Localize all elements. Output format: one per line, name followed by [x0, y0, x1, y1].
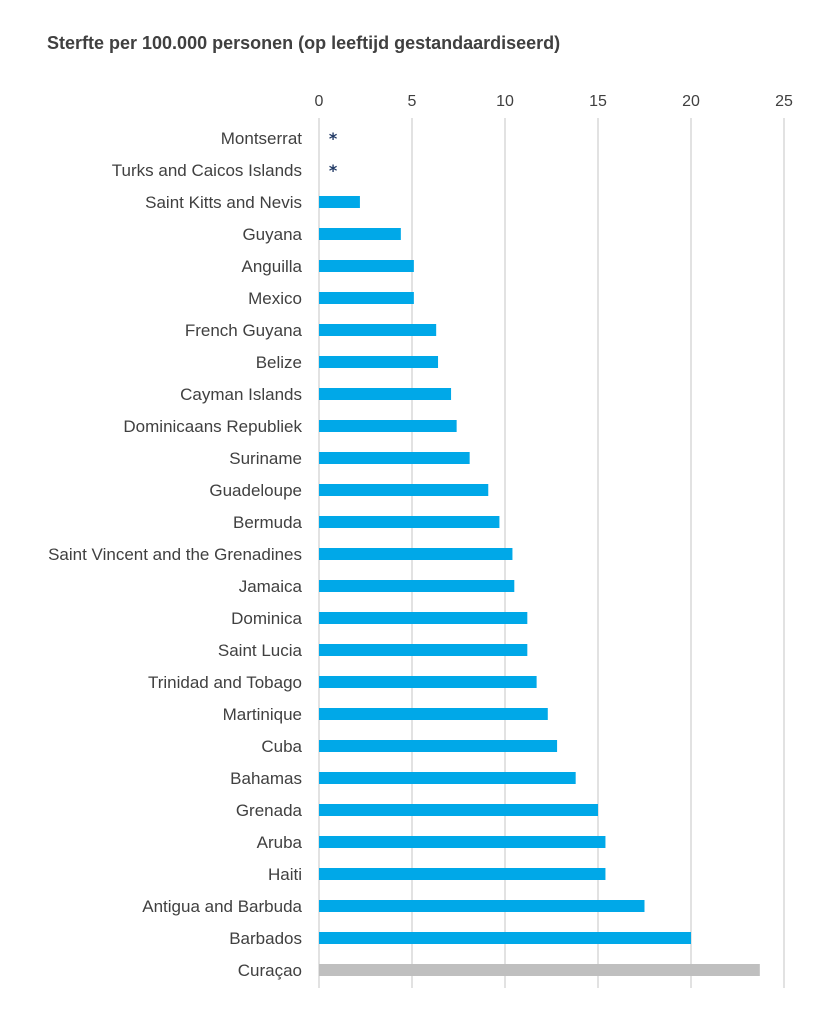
- category-label: Grenada: [236, 801, 303, 820]
- category-label: Guadeloupe: [209, 481, 302, 500]
- bar: [319, 644, 528, 656]
- x-tick-label: 5: [408, 93, 417, 110]
- category-label: Guyana: [242, 225, 302, 244]
- bar: [319, 708, 548, 720]
- category-label: Belize: [256, 353, 302, 372]
- x-tick-label: 0: [315, 93, 324, 110]
- bar: [319, 420, 457, 432]
- category-label: Anguilla: [242, 257, 303, 276]
- bar: [319, 932, 691, 944]
- category-label: Antigua and Barbuda: [142, 897, 302, 916]
- no-data-marker: *: [329, 129, 338, 148]
- bar: [319, 516, 500, 528]
- category-label: Jamaica: [239, 577, 303, 596]
- bar: [319, 868, 606, 880]
- bar: [319, 740, 558, 752]
- bar: [319, 676, 537, 688]
- category-label: Bahamas: [230, 769, 302, 788]
- category-label: Montserrat: [221, 129, 303, 148]
- category-label: Turks and Caicos Islands: [112, 161, 302, 180]
- category-label: Suriname: [229, 449, 302, 468]
- bar: [319, 388, 452, 400]
- bar: [319, 900, 645, 912]
- bar: [319, 484, 489, 496]
- category-label: Bermuda: [233, 513, 303, 532]
- bar: [319, 196, 360, 208]
- category-label: Haiti: [268, 865, 302, 884]
- category-label: Curaçao: [238, 961, 302, 980]
- bar: [319, 772, 576, 784]
- x-tick-label: 20: [682, 93, 700, 110]
- x-tick-label: 15: [589, 93, 607, 110]
- category-label: Barbados: [229, 929, 302, 948]
- x-tick-label: 25: [775, 93, 793, 110]
- category-label: Saint Vincent and the Grenadines: [48, 545, 302, 564]
- bar: [319, 292, 414, 304]
- x-tick-label: 10: [496, 93, 514, 110]
- category-label: Trinidad and Tobago: [148, 673, 302, 692]
- bar: [319, 612, 528, 624]
- category-label: French Guyana: [185, 321, 303, 340]
- category-label: Aruba: [257, 833, 303, 852]
- category-label: Dominica: [231, 609, 302, 628]
- bar: [319, 452, 470, 464]
- bar: [319, 228, 401, 240]
- no-data-marker: *: [329, 161, 338, 180]
- category-label: Saint Kitts and Nevis: [145, 193, 302, 212]
- category-label: Mexico: [248, 289, 302, 308]
- bar: [319, 580, 515, 592]
- category-label: Cayman Islands: [180, 385, 302, 404]
- category-label: Martinique: [223, 705, 302, 724]
- bar: [319, 548, 513, 560]
- bar: [319, 804, 598, 816]
- bar: [319, 260, 414, 272]
- chart-title: Sterfte per 100.000 personen (op leeftij…: [47, 33, 561, 53]
- bar: [319, 836, 606, 848]
- category-label: Cuba: [261, 737, 302, 756]
- bar: [319, 964, 760, 976]
- category-label: Dominicaans Republiek: [123, 417, 302, 436]
- bar: [319, 324, 437, 336]
- category-label: Saint Lucia: [218, 641, 303, 660]
- bar: [319, 356, 439, 368]
